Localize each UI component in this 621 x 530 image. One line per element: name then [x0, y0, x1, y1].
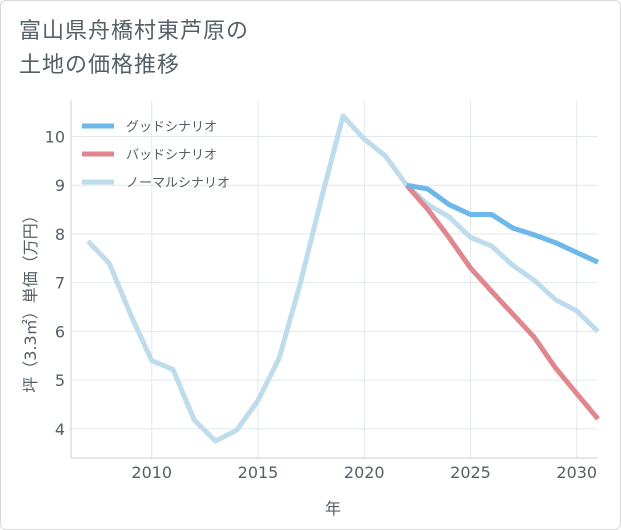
y-tick-label: 7 [55, 274, 65, 293]
x-tick-label: 2015 [238, 463, 279, 482]
y-tick-label: 10 [45, 128, 65, 147]
y-tick-label: 8 [55, 225, 65, 244]
grid-layer [71, 100, 598, 458]
y-tick-label: 4 [55, 420, 65, 439]
title-line-2: 土地の価格推移 [19, 53, 181, 78]
x-tick-label: 2025 [450, 463, 491, 482]
chart-title: 富山県舟橋村東芦原の 土地の価格推移 [19, 15, 249, 83]
series-layer [86, 113, 600, 444]
legend-label-0: グッドシナリオ [126, 120, 217, 135]
series-line-2 [86, 113, 600, 444]
title-line-1: 富山県舟橋村東芦原の [19, 19, 250, 44]
y-tick-label: 9 [55, 176, 65, 195]
x-tick-label: 2030 [556, 463, 597, 482]
series-line-1 [404, 183, 600, 421]
y-axis-label: 坪（3.3㎡）単価（万円） [21, 207, 40, 392]
x-tick-label: 2020 [344, 463, 385, 482]
series-line-0 [406, 182, 600, 265]
legend-label-2: ノーマルシナリオ [126, 176, 230, 191]
x-axis-label: 年 [325, 499, 341, 518]
y-tick-label: 6 [55, 322, 65, 341]
y-tick-label: 5 [55, 371, 65, 390]
x-tick-label: 2010 [131, 463, 172, 482]
legend-label-1: バッドシナリオ [126, 148, 217, 163]
axis-layer: 2010 2015 2020 2025 2030 4 5 6 7 8 9 10 [45, 100, 598, 482]
